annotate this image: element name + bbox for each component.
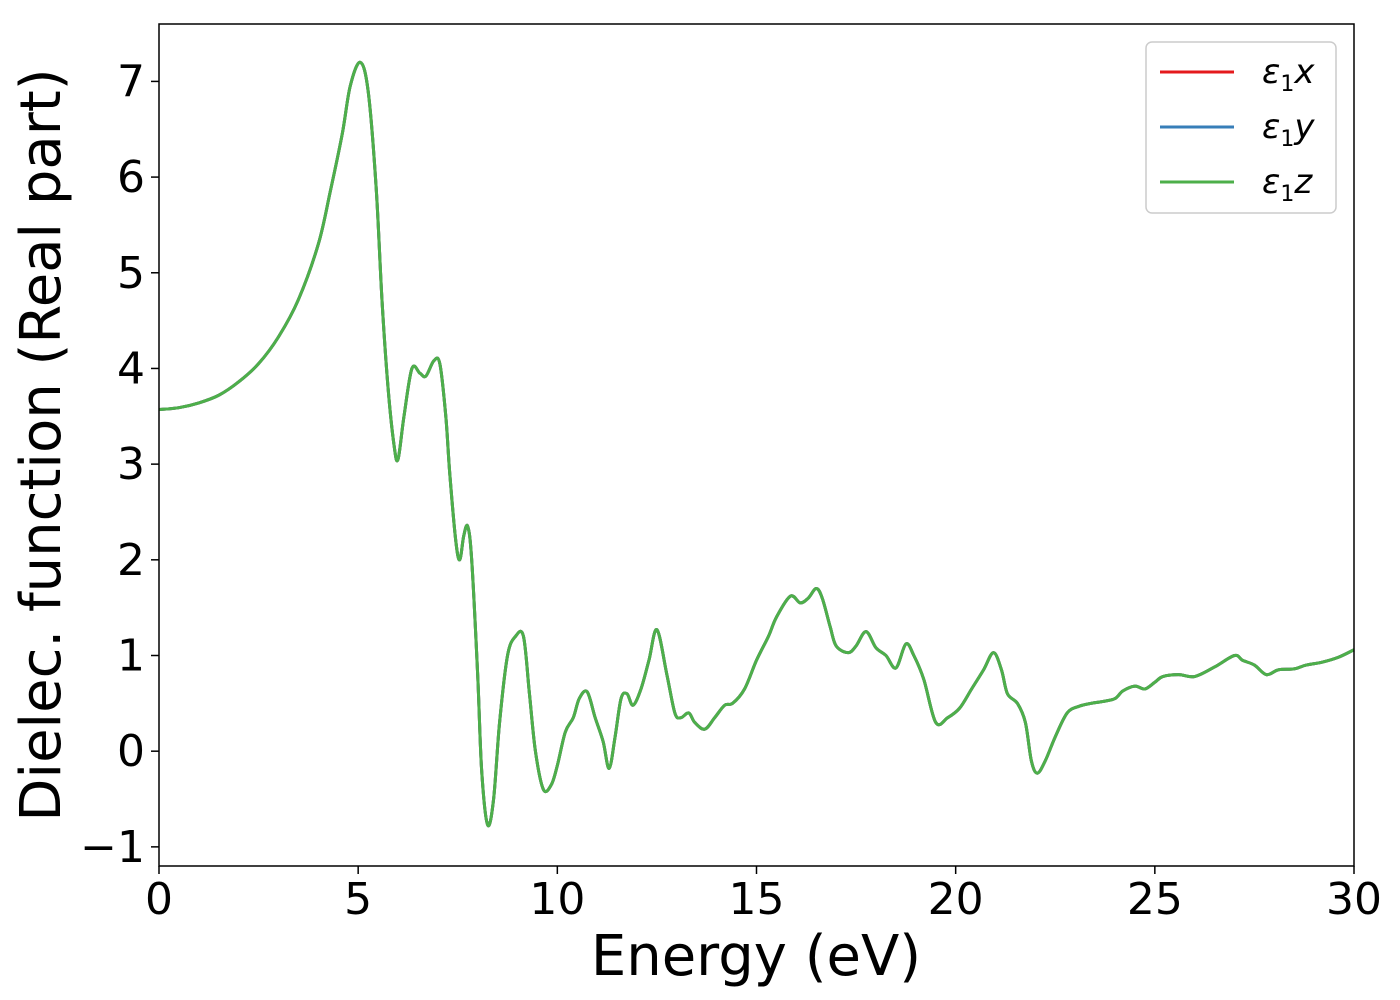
x-tick-label: 5 (344, 874, 372, 925)
y-tick-label: 4 (117, 343, 145, 394)
x-tick-label: 15 (729, 874, 785, 925)
y-tick-label: 0 (117, 726, 145, 777)
legend: ε1x ε1y ε1z (1145, 41, 1337, 214)
y-axis-label: Dielec. function (Real part) (9, 68, 74, 821)
y-axis-ticks: −1 0 1 2 3 4 5 6 7 (80, 56, 159, 873)
y-tick-label: 2 (117, 535, 145, 586)
y-tick-label: 1 (117, 631, 145, 682)
x-tick-label: 10 (529, 874, 585, 925)
y-tick-label: 3 (117, 439, 145, 490)
x-tick-label: 25 (1127, 874, 1183, 925)
y-tick-label: 7 (117, 56, 145, 107)
x-tick-label: 20 (928, 874, 984, 925)
series-line-z (158, 60, 1355, 828)
y-tick-label: 5 (117, 248, 145, 299)
y-tick-label: 6 (117, 152, 145, 203)
x-axis-ticks: 0 5 10 15 20 25 30 (145, 866, 1382, 925)
x-tick-label: 0 (145, 874, 173, 925)
legend-label-z: ε1z (1262, 162, 1313, 207)
y-tick-label: −1 (80, 822, 145, 873)
plot-lines (158, 60, 1355, 828)
legend-entries: ε1x ε1y ε1z (1160, 52, 1315, 207)
legend-box (1145, 41, 1337, 214)
legend-label-x: ε1x (1262, 52, 1315, 97)
legend-label-y: ε1y (1262, 107, 1315, 152)
x-axis-label: Energy (eV) (591, 924, 921, 989)
x-tick-label: 30 (1326, 874, 1382, 925)
